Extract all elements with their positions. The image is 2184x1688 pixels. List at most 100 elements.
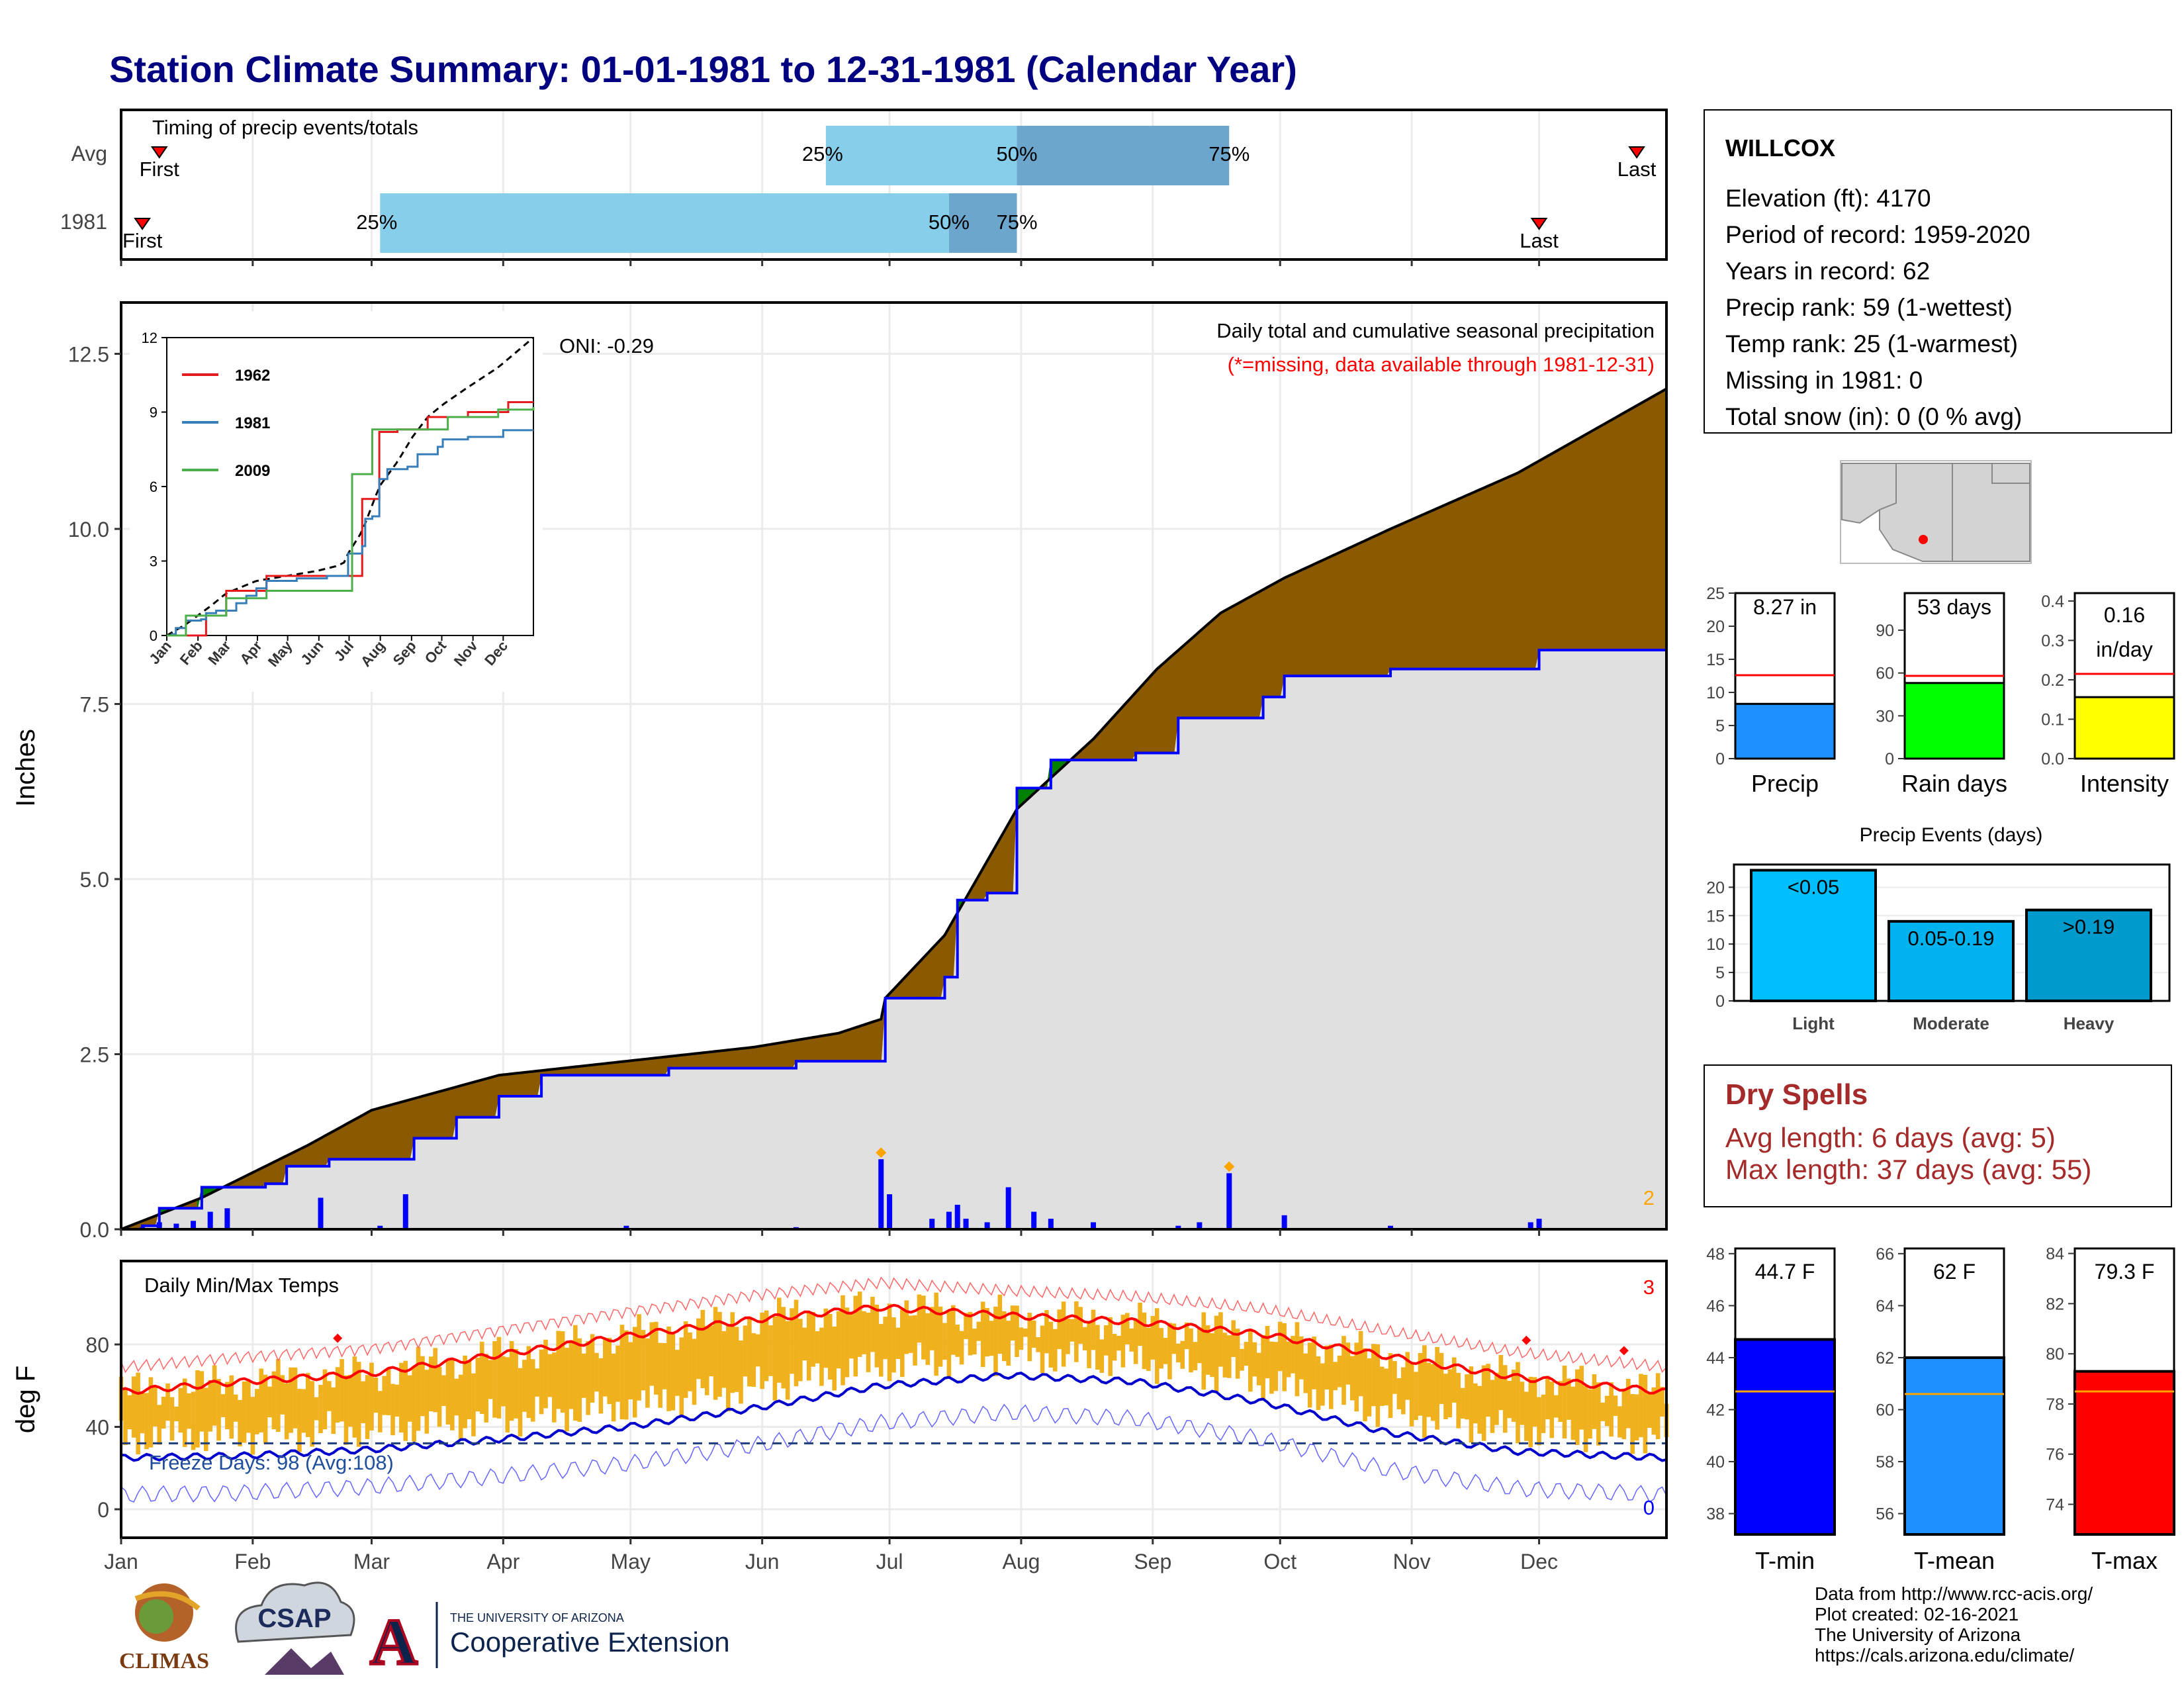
daily-temp-range-bar bbox=[1651, 1387, 1657, 1435]
daily-temp-range-bar bbox=[688, 1333, 692, 1391]
daily-temp-range-bar bbox=[870, 1297, 875, 1352]
daily-temp-range-bar bbox=[1189, 1328, 1193, 1373]
daily-temp-range-bar bbox=[573, 1325, 578, 1421]
daily-temp-range-bar bbox=[1371, 1344, 1376, 1407]
daily-temp-range-bar bbox=[140, 1392, 145, 1434]
departure-band-day-119 bbox=[621, 1060, 627, 1076]
departure-band-day-322 bbox=[1483, 485, 1489, 670]
daily-temp-range-bar bbox=[254, 1389, 259, 1434]
departure-band-day-167 bbox=[825, 1034, 831, 1062]
daily-temp-range-bar bbox=[955, 1325, 960, 1357]
daily-temp-range-bar bbox=[569, 1340, 574, 1409]
daily-temp-range-bar bbox=[378, 1391, 383, 1432]
departure-band-day-193 bbox=[936, 939, 941, 999]
departure-band-day-303 bbox=[1402, 520, 1408, 670]
daily-temp-range-bar bbox=[488, 1360, 493, 1399]
departure-band-day-157 bbox=[783, 1041, 788, 1069]
departure-band-day-77 bbox=[443, 1088, 449, 1139]
departure-band-day-45 bbox=[307, 1142, 313, 1167]
departure-band-day-328 bbox=[1509, 474, 1514, 670]
daily-temp-range-bar bbox=[238, 1399, 242, 1446]
departure-band-day-97 bbox=[528, 1071, 533, 1097]
daily-temp-range-bar bbox=[220, 1394, 226, 1417]
departure-band-day-316 bbox=[1458, 496, 1463, 670]
daily-temp-range-bar bbox=[832, 1326, 837, 1391]
daily-temp-range-bar bbox=[518, 1368, 523, 1436]
mini-bar-tick-label-0-1: 5 bbox=[1715, 717, 1725, 735]
record-high-marker bbox=[333, 1333, 343, 1343]
departure-band-day-125 bbox=[647, 1058, 653, 1076]
map-state-colorado bbox=[1991, 463, 2030, 484]
daily-temp-range-bar bbox=[938, 1306, 943, 1367]
daily-temp-range-bar bbox=[1507, 1380, 1512, 1419]
daily-temp-range-bar bbox=[594, 1352, 599, 1392]
departure-band-day-291 bbox=[1351, 543, 1357, 677]
departure-band-day-343 bbox=[1572, 438, 1578, 651]
daily-temp-range-bar bbox=[768, 1325, 773, 1376]
daily-temp-range-bar bbox=[1498, 1354, 1504, 1411]
daily-temp-range-bar bbox=[921, 1295, 926, 1360]
daily-temp-range-bar bbox=[1312, 1336, 1316, 1389]
departure-band-day-326 bbox=[1500, 478, 1506, 670]
daily-temp-range-bar bbox=[1171, 1323, 1177, 1354]
csap-cloud bbox=[235, 1581, 355, 1643]
departure-band-day-190 bbox=[923, 952, 929, 999]
departure-band-day-325 bbox=[1496, 479, 1502, 670]
daily-temp-range-bar bbox=[318, 1385, 323, 1434]
station-info-box: WILLCOX Elevation (ft): 4170 Period of r… bbox=[1704, 109, 2172, 434]
departure-band-day-235 bbox=[1114, 710, 1119, 761]
daily-temp-range-bar bbox=[212, 1365, 217, 1426]
daily-temp-range-bar bbox=[475, 1358, 480, 1412]
daily-temp-range-bar bbox=[862, 1311, 866, 1354]
temp-bar-tick-label-0-5: 48 bbox=[1706, 1245, 1725, 1264]
daily-temp-range-bar bbox=[1299, 1336, 1304, 1380]
departure-band-day-71 bbox=[418, 1096, 423, 1139]
departure-band-day-250 bbox=[1177, 645, 1183, 719]
departure-band-day-319 bbox=[1471, 491, 1476, 670]
daily-temp-range-bar bbox=[373, 1377, 379, 1413]
daily-temp-range-bar bbox=[1524, 1391, 1529, 1441]
daily-temp-range-bar bbox=[1443, 1374, 1448, 1419]
daily-temp-range-bar bbox=[136, 1372, 140, 1454]
mini-bar-tick-label-2-2: 0.2 bbox=[2041, 671, 2064, 690]
daily-temp-range-bar bbox=[1256, 1352, 1261, 1385]
departure-band-day-67 bbox=[400, 1100, 406, 1160]
departure-band-day-347 bbox=[1590, 429, 1595, 651]
departure-band-day-247 bbox=[1165, 657, 1170, 754]
daily-precip-bar bbox=[1048, 1219, 1054, 1229]
precip-corner-count: 2 bbox=[1643, 1186, 1655, 1209]
departure-band-day-267 bbox=[1250, 593, 1255, 719]
daily-temp-range-bar bbox=[1553, 1395, 1559, 1418]
temp-panel: 0 40 80 Daily Min/Max Temps 3 0 Freeze Day… bbox=[11, 259, 1669, 1573]
timing-last-label-1: Last bbox=[1520, 229, 1559, 252]
daily-precip-bar bbox=[191, 1221, 197, 1229]
departure-band-day-258 bbox=[1212, 616, 1217, 719]
departure-band-day-90 bbox=[498, 1074, 504, 1097]
daily-temp-range-bar bbox=[467, 1361, 472, 1419]
daily-temp-range-bar bbox=[505, 1357, 510, 1432]
ua-logo: A THE UNIVERSITY OF ARIZONA Cooperative … bbox=[364, 1602, 730, 1680]
daily-temp-range-bar bbox=[683, 1321, 688, 1398]
departure-band-day-256 bbox=[1203, 623, 1208, 719]
coop-extension-text: Cooperative Extension bbox=[450, 1626, 730, 1658]
daily-temp-range-bar bbox=[365, 1375, 370, 1439]
mini-bar-tick-label-2-3: 0.3 bbox=[2041, 632, 2064, 650]
departure-band-day-266 bbox=[1246, 596, 1251, 719]
station-line-2: Years in record: 62 bbox=[1725, 258, 1930, 285]
departure-band-day-209 bbox=[1003, 822, 1009, 894]
departure-band-day-336 bbox=[1543, 455, 1548, 651]
daily-temp-range-bar bbox=[721, 1331, 727, 1388]
departure-band-day-356 bbox=[1627, 407, 1633, 651]
daily-temp-range-bar bbox=[1248, 1329, 1253, 1392]
departure-band-day-81 bbox=[460, 1084, 466, 1118]
daily-temp-range-bar bbox=[755, 1334, 760, 1367]
daily-temp-range-bar bbox=[1303, 1353, 1308, 1393]
daily-temp-range-bar bbox=[203, 1387, 208, 1452]
departure-band-day-124 bbox=[643, 1058, 648, 1076]
departure-band-day-234 bbox=[1110, 714, 1115, 761]
daily-temp-range-bar bbox=[492, 1341, 497, 1418]
departure-band-day-130 bbox=[668, 1055, 674, 1069]
temp-bar-tick-label-2-1: 76 bbox=[2046, 1446, 2064, 1464]
daily-temp-range-bar bbox=[1400, 1367, 1406, 1415]
daily-temp-range-bar bbox=[526, 1346, 531, 1418]
